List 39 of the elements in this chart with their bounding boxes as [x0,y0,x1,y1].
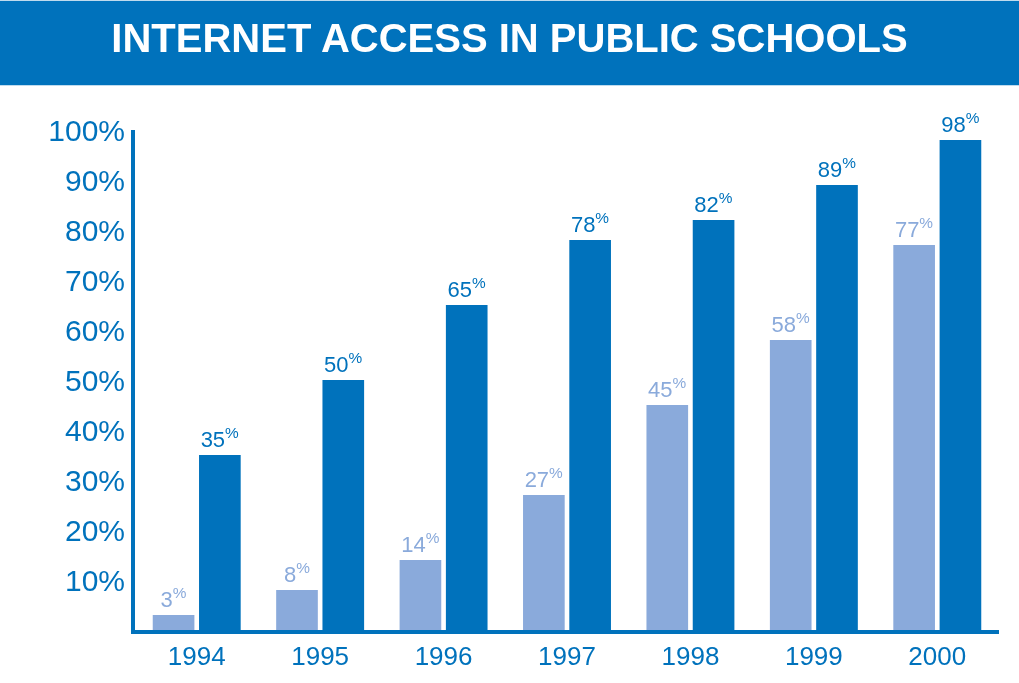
y-tick-label: 20% [64,513,125,547]
x-tick-label: 1995 [291,641,350,672]
y-tick-label: 80% [64,213,125,247]
data-label: 89$^{%}$ [817,153,857,182]
bar [646,405,689,630]
x-tick-label: 1998 [661,641,720,672]
data-label: 14$^{%}$ [401,528,440,557]
data-label: 82$^{%}$ [694,188,733,217]
y-tick-label: 40% [64,413,125,447]
y-tick-label: 90% [64,163,125,197]
x-tick-label: 1996 [414,641,473,672]
x-tick-label: 1994 [167,641,226,672]
data-label: 27$^{%}$ [524,463,564,492]
bar [399,560,442,630]
x-tick-label: 1999 [784,641,843,672]
y-tick-label: 100% [48,113,125,147]
bar [769,340,812,630]
y-tick-label: 50% [64,363,125,397]
y-tick-label: 30% [64,463,125,497]
data-label: 45$^{%}$ [648,373,687,402]
bar [523,495,565,630]
bar [152,615,195,630]
data-label: 8$^{%}$ [283,558,311,587]
data-label: 98$^{%}$ [941,108,980,137]
data-label: 78$^{%}$ [570,208,610,237]
data-label: 58$^{%}$ [771,308,810,337]
x-tick-label: 1997 [538,641,596,672]
chart-title: INTERNET ACCESS IN PUBLIC SCHOOLS [111,15,908,60]
data-label: 35$^{%}$ [200,423,240,452]
y-tick-label: 10% [64,563,125,597]
bar [276,590,318,630]
data-label: 3$^{%}$ [160,583,187,612]
bar [893,245,935,630]
x-tick-label: 2000 [908,641,967,672]
y-tick-label: 70% [64,263,125,297]
data-label: 65$^{%}$ [447,273,486,302]
data-label: 77$^{%}$ [894,213,934,242]
data-label: 50$^{%}$ [324,348,363,377]
y-tick-label: 60% [64,313,125,347]
